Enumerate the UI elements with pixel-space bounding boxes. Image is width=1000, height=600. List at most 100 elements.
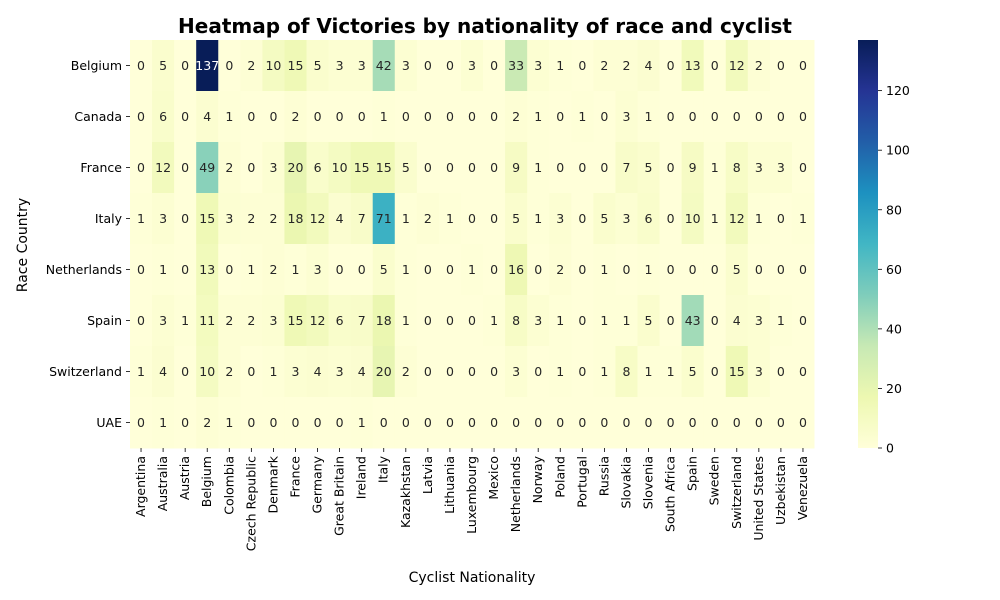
colorbar-tick-label: 40 xyxy=(886,321,902,336)
cell-value-label: 3 xyxy=(468,58,476,73)
cell-value-label: 5 xyxy=(733,262,741,277)
heatmap-cell xyxy=(196,40,219,92)
cell-value-label: 9 xyxy=(689,160,697,175)
cell-value-label: 0 xyxy=(181,262,189,277)
cell-value-label: 33 xyxy=(508,58,524,73)
cell-value-label: 2 xyxy=(225,313,233,328)
cell-value-label: 0 xyxy=(711,109,719,124)
heatmap-cell xyxy=(240,295,263,347)
cell-value-label: 2 xyxy=(247,211,255,226)
heatmap-cell xyxy=(747,244,771,296)
cell-value-label: 10 xyxy=(685,211,701,226)
heatmap-cell xyxy=(593,346,616,398)
cell-value-label: 3 xyxy=(159,313,167,328)
heatmap-cell xyxy=(218,244,241,296)
heatmap-cell xyxy=(483,397,506,449)
cell-value-label: 0 xyxy=(225,58,233,73)
cell-value-label: 15 xyxy=(288,313,304,328)
x-tick-label: Norway xyxy=(530,455,545,503)
x-tick-label: France xyxy=(287,456,302,498)
cell-value-label: 1 xyxy=(159,415,167,430)
heatmap-cell xyxy=(703,91,727,143)
heatmap-cell xyxy=(571,346,594,398)
heatmap-cell xyxy=(284,295,308,347)
cell-value-label: 3 xyxy=(402,58,410,73)
heatmap-cell xyxy=(130,244,153,296)
cell-value-label: 0 xyxy=(799,313,807,328)
x-tick-label: Australia xyxy=(155,456,170,511)
cell-value-label: 3 xyxy=(292,364,300,379)
cell-value-label: 13 xyxy=(685,58,701,73)
cell-value-label: 3 xyxy=(512,364,520,379)
heatmap-cell xyxy=(416,193,440,245)
cell-value-label: 8 xyxy=(622,364,630,379)
heatmap-cell xyxy=(262,91,285,143)
cell-value-label: 15 xyxy=(288,58,304,73)
cell-value-label: 0 xyxy=(534,364,542,379)
cell-value-label: 4 xyxy=(733,313,741,328)
cell-value-label: 0 xyxy=(181,58,189,73)
cell-value-label: 12 xyxy=(310,211,326,226)
heatmap-cell xyxy=(725,40,749,92)
heatmap-cell xyxy=(637,295,661,347)
colorbar-tick-label: 0 xyxy=(886,441,894,456)
cell-value-label: 2 xyxy=(755,58,763,73)
heatmap-cell xyxy=(703,397,727,449)
cell-value-label: 1 xyxy=(556,58,564,73)
heatmap-cell xyxy=(791,244,815,296)
heatmap-cell xyxy=(240,346,263,398)
cell-value-label: 0 xyxy=(556,109,564,124)
y-tick-label: Italy xyxy=(95,211,123,226)
cell-value-label: 2 xyxy=(247,58,255,73)
heatmap-cell xyxy=(505,295,528,347)
heatmap-cell xyxy=(659,40,683,92)
heatmap-cell xyxy=(593,142,616,194)
cell-value-label: 0 xyxy=(733,415,741,430)
heatmap-cell xyxy=(416,295,440,347)
cell-value-label: 1 xyxy=(556,313,564,328)
x-tick-label: Poland xyxy=(552,456,567,498)
cell-value-label: 5 xyxy=(645,313,653,328)
cell-value-label: 0 xyxy=(292,415,300,430)
heatmap-cell xyxy=(130,346,153,398)
heatmap-cell xyxy=(306,244,330,296)
cell-value-label: 0 xyxy=(358,109,366,124)
cell-value-label: 12 xyxy=(155,160,171,175)
heatmap-cell xyxy=(350,193,374,245)
cell-value-label: 18 xyxy=(376,313,392,328)
heatmap-cell xyxy=(460,397,484,449)
heatmap-cell xyxy=(659,193,683,245)
heatmap-cell xyxy=(174,91,197,143)
cell-value-label: 1 xyxy=(225,415,233,430)
cell-value-label: 3 xyxy=(269,160,277,175)
heatmap-cell xyxy=(372,91,396,143)
heatmap-cell xyxy=(130,193,153,245)
heatmap-cell xyxy=(284,193,308,245)
heatmap-cell xyxy=(527,295,550,347)
cell-value-label: 18 xyxy=(288,211,304,226)
cell-value-label: 1 xyxy=(578,109,586,124)
cell-value-label: 0 xyxy=(799,415,807,430)
x-tick-label: Ireland xyxy=(354,456,369,499)
cell-value-label: 7 xyxy=(358,313,366,328)
cell-value-label: 3 xyxy=(534,58,542,73)
chart-title: Heatmap of Victories by nationality of r… xyxy=(178,14,792,38)
heatmap-cell xyxy=(571,193,594,245)
heatmap-cell xyxy=(196,142,219,194)
cell-value-label: 0 xyxy=(402,109,410,124)
cell-value-label: 1 xyxy=(159,262,167,277)
cell-value-label: 0 xyxy=(578,415,586,430)
cell-value-label: 1 xyxy=(380,109,388,124)
cell-value-label: 5 xyxy=(314,58,322,73)
cell-value-label: 1 xyxy=(402,211,410,226)
heatmap-cell xyxy=(637,346,661,398)
cell-value-label: 0 xyxy=(468,313,476,328)
heatmap-cell xyxy=(196,397,219,449)
colorbar-tick-label: 100 xyxy=(886,143,910,158)
heatmap-cell xyxy=(659,397,683,449)
cell-value-label: 5 xyxy=(402,160,410,175)
heatmap-cell xyxy=(505,193,528,245)
cell-value-label: 4 xyxy=(358,364,366,379)
cell-value-label: 0 xyxy=(137,313,145,328)
heatmap-cell xyxy=(350,346,374,398)
